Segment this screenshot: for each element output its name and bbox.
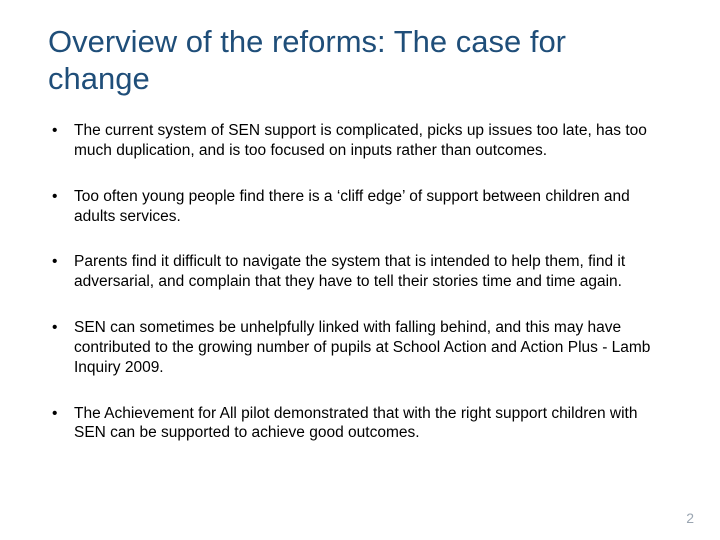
bullet-list: The current system of SEN support is com…: [48, 121, 672, 443]
slide: Overview of the reforms: The case for ch…: [0, 0, 720, 540]
list-item: Too often young people find there is a ‘…: [48, 187, 672, 227]
list-item: The Achievement for All pilot demonstrat…: [48, 404, 672, 444]
slide-title: Overview of the reforms: The case for ch…: [48, 24, 672, 97]
list-item: The current system of SEN support is com…: [48, 121, 672, 161]
list-item: Parents find it difficult to navigate th…: [48, 252, 672, 292]
list-item: SEN can sometimes be unhelpfully linked …: [48, 318, 672, 377]
page-number: 2: [686, 510, 694, 526]
